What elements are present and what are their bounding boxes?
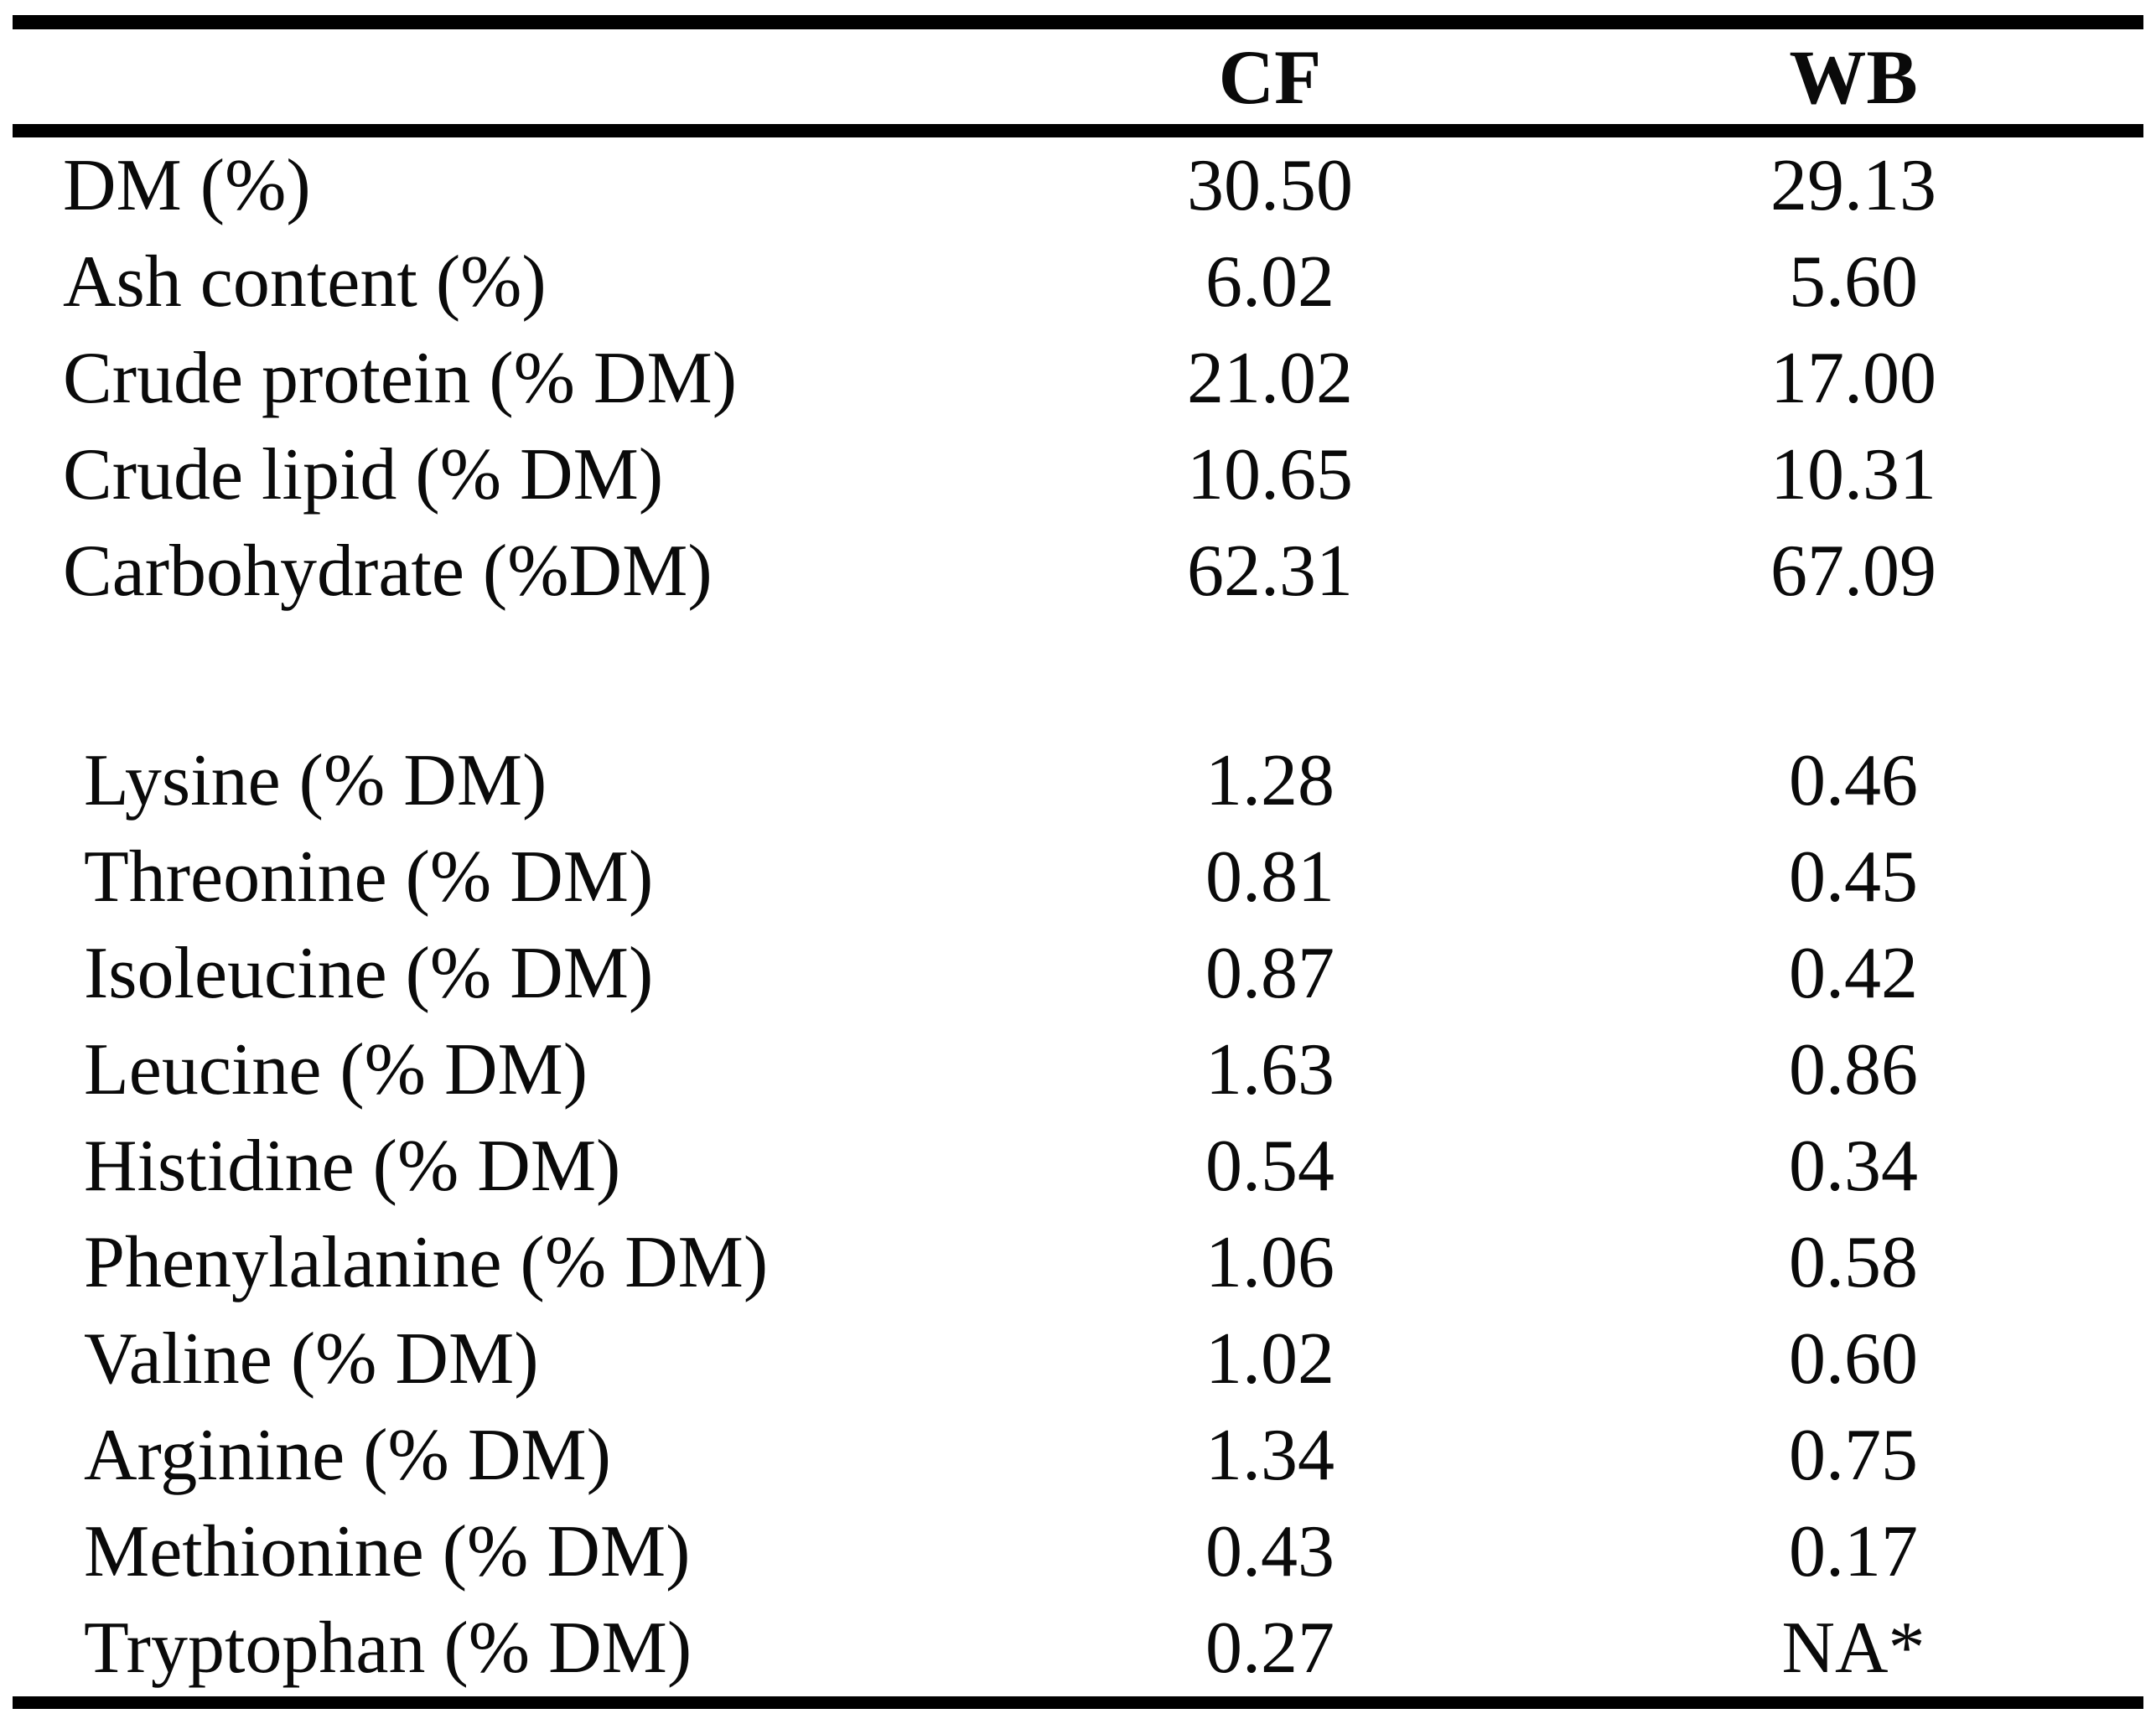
- scanned-paper-table-page: CF WB DM (%) 30.50 29.13 Ash content (%)…: [0, 15, 2156, 1724]
- cf-value: 21.02: [1187, 338, 1353, 419]
- table-row-ash: Ash content (%) 6.02 5.60: [13, 234, 2143, 330]
- row-label: Crude protein (% DM): [63, 338, 738, 419]
- cf-value: 1.63: [1205, 1029, 1335, 1111]
- wb-value: 0.34: [1789, 1126, 1918, 1207]
- cf-value: 0.87: [1205, 933, 1335, 1014]
- header-row: CF WB: [13, 22, 2143, 137]
- table-body: DM (%) 30.50 29.13 Ash content (%) 6.02 …: [13, 131, 2143, 1703]
- row-label: Phenylalanine (% DM): [84, 1222, 769, 1303]
- column-header-cf: CF: [977, 22, 1563, 137]
- wb-value: NA*: [1781, 1608, 1925, 1689]
- cf-value: 0.54: [1205, 1126, 1335, 1207]
- table-row-dm: DM (%) 30.50 29.13: [13, 131, 2143, 234]
- wb-value: 10.31: [1770, 434, 1936, 515]
- table-row-valine: Valine (% DM) 1.02 0.60: [13, 1311, 2143, 1407]
- wb-value: 0.58: [1789, 1222, 1918, 1303]
- wb-value: 29.13: [1770, 145, 1936, 226]
- row-label: DM (%): [63, 145, 311, 226]
- wb-value: 0.45: [1789, 836, 1918, 918]
- table-row-carbohydrate: Carbohydrate (%DM) 62.31 67.09: [13, 523, 2143, 619]
- row-label: Valine (% DM): [84, 1318, 539, 1400]
- wb-value: 5.60: [1789, 241, 1918, 323]
- cf-value: 6.02: [1205, 241, 1335, 323]
- cf-value: 62.31: [1187, 531, 1353, 612]
- table-row-threonine: Threonine (% DM) 0.81 0.45: [13, 829, 2143, 925]
- nutrient-composition-table: CF WB DM (%) 30.50 29.13 Ash content (%)…: [13, 15, 2143, 1709]
- wb-value: 0.17: [1789, 1511, 1918, 1592]
- wb-value: 0.75: [1789, 1415, 1918, 1496]
- row-label: Arginine (% DM): [84, 1415, 611, 1496]
- table-row-crude-lipid: Crude lipid (% DM) 10.65 10.31: [13, 427, 2143, 523]
- table-row-leucine: Leucine (% DM) 1.63 0.86: [13, 1022, 2143, 1118]
- cf-value: 1.34: [1205, 1415, 1335, 1496]
- wb-value: 67.09: [1770, 531, 1936, 612]
- cf-value: 1.28: [1205, 740, 1335, 821]
- wb-value: 0.86: [1789, 1029, 1918, 1111]
- column-header-wb: WB: [1563, 22, 2143, 137]
- table-row-histidine: Histidine (% DM) 0.54 0.34: [13, 1118, 2143, 1214]
- table-row-crude-protein: Crude protein (% DM) 21.02 17.00: [13, 330, 2143, 427]
- cf-value: 1.02: [1205, 1318, 1335, 1400]
- table-header: CF WB: [13, 22, 2143, 137]
- row-label: Tryptophan (% DM): [84, 1608, 692, 1689]
- row-label: Histidine (% DM): [84, 1126, 621, 1207]
- section-spacer-row: [13, 619, 2143, 733]
- cf-value: 1.06: [1205, 1222, 1335, 1303]
- wb-value: 0.60: [1789, 1318, 1918, 1400]
- table-row-lysine: Lysine (% DM) 1.28 0.46: [13, 733, 2143, 829]
- table-row-isoleucine: Isoleucine (% DM) 0.87 0.42: [13, 925, 2143, 1022]
- cf-value: 0.43: [1205, 1511, 1335, 1592]
- column-header-empty: [13, 22, 977, 137]
- wb-value: 17.00: [1770, 338, 1936, 419]
- row-label: Leucine (% DM): [84, 1029, 588, 1111]
- cf-value: 0.27: [1205, 1608, 1335, 1689]
- row-label: Lysine (% DM): [84, 740, 547, 821]
- row-label: Threonine (% DM): [84, 836, 654, 918]
- cf-value: 10.65: [1187, 434, 1353, 515]
- cf-value: 0.81: [1205, 836, 1335, 918]
- row-label: Carbohydrate (%DM): [63, 531, 713, 612]
- wb-value: 0.46: [1789, 740, 1918, 821]
- table-row-methionine: Methionine (% DM) 0.43 0.17: [13, 1504, 2143, 1600]
- row-label: Methionine (% DM): [84, 1511, 691, 1592]
- row-label: Ash content (%): [63, 241, 547, 323]
- cf-value: 30.50: [1187, 145, 1353, 226]
- wb-value: 0.42: [1789, 933, 1918, 1014]
- row-label: Isoleucine (% DM): [84, 933, 654, 1014]
- row-label: Crude lipid (% DM): [63, 434, 664, 515]
- table-row-phenylalanine: Phenylalanine (% DM) 1.06 0.58: [13, 1214, 2143, 1311]
- table-row-tryptophan: Tryptophan (% DM) 0.27 NA*: [13, 1600, 2143, 1703]
- table-row-arginine: Arginine (% DM) 1.34 0.75: [13, 1407, 2143, 1504]
